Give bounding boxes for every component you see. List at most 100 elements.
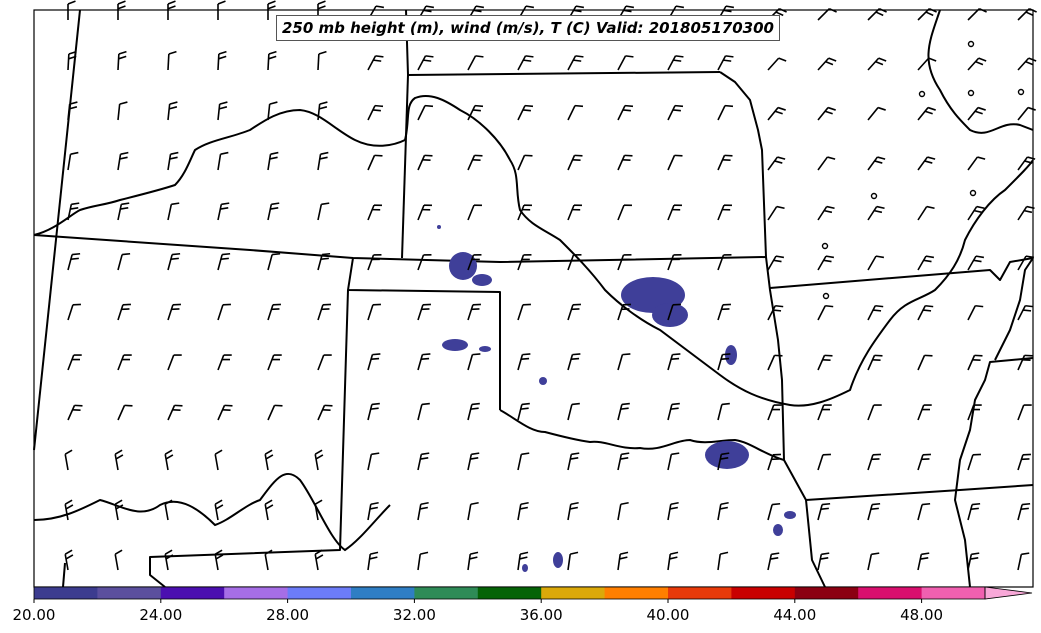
wind-barb-shaft [467,304,474,321]
colorbar-tick-label: 36.00 [520,606,563,624]
wind-barb-flag [978,7,987,13]
border-red-river [499,409,785,461]
border-kansas-east [719,71,767,258]
border-mississippi [954,357,1034,588]
wind-barb-shaft [767,504,773,521]
wind-barb-shaft [317,53,320,71]
wind-barb-shaft [967,107,979,121]
wind-barb-flag [928,57,937,62]
wind-barb-shaft [567,204,575,221]
colorbar-segment [160,587,225,599]
colorbar-labels: 20.00 24.00 28.00 32.00 36.00 40.00 44.00 48.00 [13,599,943,624]
colorbar-tick-label: 20.00 [13,606,56,624]
wind-barb-flag [928,7,937,13]
colorbar-tick-label: 28.00 [266,606,309,624]
height-contour-south [33,473,391,552]
wind-barb-shaft [517,504,522,521]
wind-barbs [64,0,1037,571]
border-colorado-west [33,9,81,451]
wind-barb-shaft [367,55,377,71]
wind-barb-shaft [617,204,625,221]
wind-barb-flag [570,501,579,506]
wind-barb-flag [774,160,783,164]
wind-barb-flag [168,50,177,55]
wind-barb-shaft [967,156,979,171]
border-arkansas-south [805,484,1034,501]
wind-barb-flag [775,304,784,308]
wind-barb-flag [69,101,78,105]
wind-barb-shaft [167,405,176,421]
wind-barb-shaft [367,304,374,321]
wind-barb-shaft [267,204,273,221]
wind-barb-shaft [667,105,676,121]
wind-barb-shaft [164,454,169,471]
wind-barb-shaft [467,105,476,121]
wind-barb-flag [820,557,829,560]
wind-barb-shaft [117,304,124,321]
wind-barb-flag [1021,552,1030,556]
wind-barb-flag [315,454,324,460]
wind-barb-flag [1022,309,1032,312]
wind-barb-flag [119,156,128,160]
wind-barb-shaft [67,304,74,321]
wind-barb-shaft [114,454,119,471]
calm-circle [967,40,975,48]
wind-barb-flag [267,5,276,10]
shade-blob-9 [773,524,783,536]
wind-barb-shaft [317,304,324,321]
wind-barb-flag [165,454,174,460]
wind-barb-flag [570,551,579,555]
wind-barb-shaft [314,454,319,471]
wind-barb-shaft [667,554,672,571]
wind-barb-flag [525,55,534,58]
wind-barb-shaft [867,8,880,21]
colorbar-segment [731,587,796,599]
wind-barb-shaft [917,107,929,121]
wind-barb-shaft [417,55,427,71]
wind-barb-flag [878,7,887,13]
wind-barb-flag [873,209,883,214]
wind-barb-shaft [517,204,525,221]
wind-barb-flag [218,55,227,60]
wind-barb-flag [64,499,73,505]
wind-barb-flag [374,104,384,108]
wind-barb-flag [777,156,786,160]
wind-barb-shaft [217,354,225,371]
wind-barb-shaft [867,206,878,221]
wind-barb-flag [164,449,173,455]
wind-barb-flag [420,501,429,506]
wind-barb-shaft [817,206,828,221]
wind-barb-flag [522,109,531,112]
wind-barb-shaft [617,504,622,521]
wind-barb-shaft [667,304,674,321]
colorbar-segment [477,587,542,599]
wind-barb-flag [115,504,124,510]
wind-barb-flag [575,5,585,9]
wind-barb-shaft [267,254,273,271]
wind-barb-flag [525,5,535,9]
wind-barb-shaft [1017,305,1026,321]
wind-barb-shaft [717,554,722,571]
wind-barb-shaft [767,255,777,271]
wind-barb-flag [777,106,786,111]
wind-barb-flag [170,257,179,260]
wind-barb-flag [168,106,178,110]
wind-barb-shaft [167,104,171,121]
wind-barb-shaft [717,55,727,71]
wind-barb-flag [521,357,530,361]
wind-barb-flag [720,457,729,460]
wind-barb-shaft [817,404,825,421]
wind-barb-shaft [517,454,523,471]
wind-barb-flag [1025,304,1034,308]
wind-barb-flag [573,9,582,13]
wind-barb-shaft [617,155,626,171]
wind-barb-shaft [64,554,69,571]
wind-barb-shaft [867,454,874,471]
wind-barb-flag [268,50,277,55]
wind-barb-shaft [967,504,973,521]
wind-barb-flag [370,407,379,410]
wind-barb-flag [221,202,230,206]
calm-circle [967,89,975,97]
wind-barb-shaft [967,404,975,421]
wind-barb-shaft [917,156,929,171]
